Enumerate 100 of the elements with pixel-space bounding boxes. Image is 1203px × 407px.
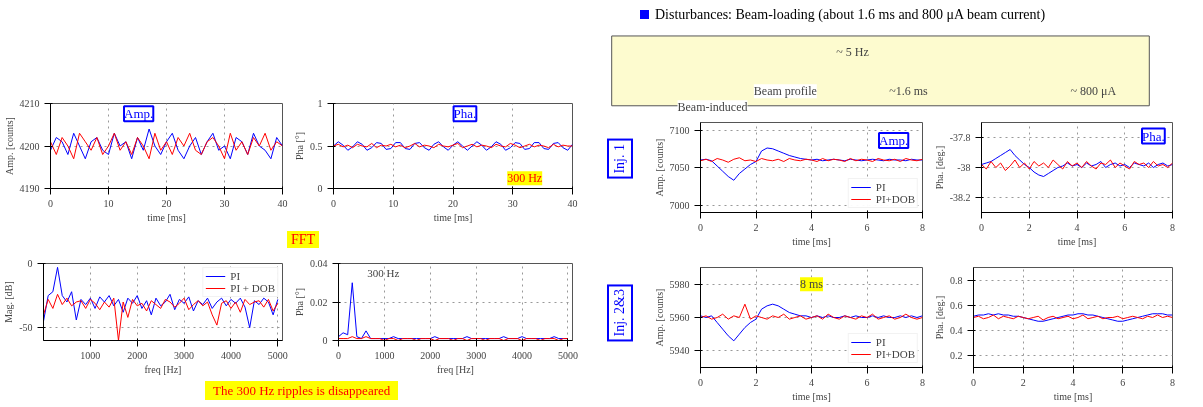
annotation: 300 Hz [367, 266, 400, 279]
x-tick-label: 8 [920, 221, 925, 233]
line-series [43, 293, 279, 341]
y-axis-title: Pha. [deg.] [934, 295, 945, 340]
text: Inj. 1 [607, 139, 633, 179]
x-axis-title: time [ms] [433, 211, 473, 223]
x-tick-label: 2 [753, 221, 759, 233]
text: Inj. 2&3 [607, 284, 633, 342]
x-tick-label: 40 [277, 197, 288, 209]
y-axis-title: Mag. [dB] [3, 281, 15, 323]
y-tick-label: 0 [317, 183, 323, 194]
y-axis-title: Amp. [counts] [653, 288, 665, 347]
line-series [700, 303, 923, 320]
x-tick-label: 6 [1120, 376, 1126, 388]
y-tick-label: 5960 [669, 312, 690, 323]
y-tick-label: 4210 [19, 98, 40, 109]
x-tick-label: 2000 [127, 349, 148, 361]
annotation: 8 ms [800, 277, 824, 292]
y-tick-label: -38 [957, 162, 971, 173]
y-tick-label: 0.02 [310, 296, 328, 308]
y-tick-label: 4200 [19, 140, 40, 152]
x-tick-label: 6 [864, 221, 870, 233]
y-tick-label: 0 [27, 258, 33, 269]
y-axis-title: Amp. [counts] [653, 138, 665, 197]
x-axis-title: freq [Hz] [144, 363, 182, 375]
line-series [981, 159, 1173, 171]
x-tick-label: 30 [219, 197, 230, 209]
x-tick-label: 20 [448, 197, 458, 209]
legend-label: PI+DOB [875, 193, 915, 205]
y-tick-label: -50 [19, 322, 33, 334]
y-tick-label: 0.5 [310, 140, 323, 152]
x-tick-label: 3000 [174, 349, 195, 361]
x-tick-label: 3000 [466, 349, 487, 361]
y-axis-title: Pha. [deg.] [933, 145, 945, 190]
y-axis-title: Amp. [counts] [3, 117, 15, 175]
x-tick-label: 8 [1170, 376, 1175, 388]
y-tick-label: 0.4 [950, 324, 963, 336]
y-tick-label: 0.8 [950, 274, 963, 286]
y-axis-title: Pha [°] [294, 131, 305, 161]
x-tick-label: 0 [48, 197, 53, 209]
annotation: Pha. [1142, 128, 1165, 144]
annotation: 300 Hz [507, 171, 543, 186]
x-tick-label: 5000 [557, 349, 578, 361]
legend-label: PI [875, 336, 887, 348]
text: FFT [287, 231, 320, 248]
y-tick-label: 7050 [669, 162, 690, 173]
x-tick-label: 10 [388, 197, 399, 209]
y-tick-label: 0 [322, 335, 328, 346]
text: The 300 Hz ripples is disappeared [205, 381, 399, 400]
x-tick-label: 2 [1020, 376, 1026, 388]
x-tick-label: 0 [336, 349, 341, 361]
y-tick-label: 0.6 [950, 299, 963, 311]
x-tick-label: 4 [809, 221, 814, 233]
y-tick-label: 7100 [669, 124, 690, 136]
x-tick-label: 40 [567, 197, 578, 209]
y-tick-label: 5940 [669, 345, 690, 357]
x-tick-label: 0 [331, 197, 336, 209]
legend-label: PI [230, 270, 242, 282]
text: Beam profile [753, 84, 817, 99]
text: ~1.6 ms [889, 84, 929, 99]
x-tick-label: 8 [1170, 221, 1175, 233]
text: Disturbances: Beam-loading (about 1.6 ms and 800 μA beam current) [655, 7, 1046, 22]
x-tick-label: 8 [920, 376, 925, 388]
x-tick-label: 30 [507, 197, 518, 209]
y-tick-label: 5980 [669, 278, 690, 290]
x-tick-label: 1000 [374, 349, 395, 361]
x-tick-label: 4 [1074, 221, 1080, 233]
text: ~ 800 μA [1070, 84, 1117, 99]
y-tick-label: 1 [317, 98, 323, 109]
x-axis-title: time [ms] [792, 235, 831, 247]
y-tick-label: -37.8 [949, 132, 971, 143]
x-tick-label: 20 [161, 197, 172, 209]
x-axis-title: time [ms] [147, 211, 186, 223]
x-axis-title: time [ms] [792, 390, 831, 402]
x-tick-label: 1000 [80, 349, 101, 361]
y-tick-label: 4190 [19, 183, 40, 194]
x-tick-label: 0 [979, 221, 984, 233]
legend-label: PI+DOB [875, 348, 915, 360]
x-tick-label: 6 [864, 376, 870, 388]
x-tick-label: 2000 [420, 349, 441, 361]
x-tick-label: 5000 [267, 349, 288, 361]
x-tick-label: 4000 [220, 349, 241, 361]
x-tick-label: 4000 [512, 349, 533, 361]
x-tick-label: 4 [809, 376, 814, 388]
y-tick-label: 0.04 [310, 258, 328, 269]
y-axis-title: Pha [°] [294, 287, 305, 317]
x-tick-label: 4 [1070, 376, 1076, 388]
x-tick-label: 10 [103, 197, 114, 209]
x-tick-label: 6 [1122, 221, 1128, 233]
line-series [43, 266, 279, 329]
x-tick-label: 0 [698, 221, 703, 233]
text: Beam-induced [677, 100, 748, 115]
x-tick-label: 2 [753, 376, 759, 388]
x-axis-title: time [ms] [1057, 235, 1097, 247]
x-tick-label: 2 [1026, 221, 1032, 233]
y-tick-label: 7000 [669, 199, 690, 211]
x-axis-title: freq [Hz] [437, 363, 474, 375]
x-axis-title: time [ms] [1053, 390, 1093, 402]
legend-label: PI [875, 181, 887, 193]
y-tick-label: 0.2 [950, 349, 963, 361]
